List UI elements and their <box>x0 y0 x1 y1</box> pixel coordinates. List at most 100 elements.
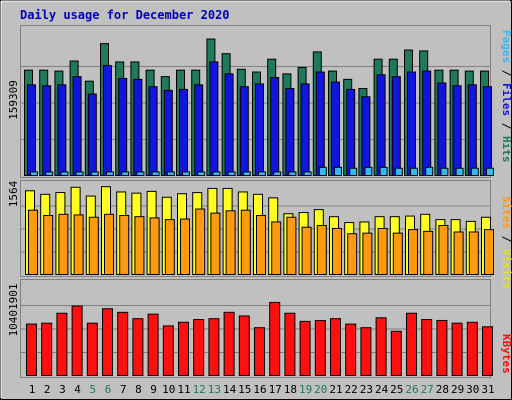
top-ymax-label: 159309 <box>7 80 20 120</box>
day-label: 30 <box>466 383 479 396</box>
day-label: 2 <box>44 383 51 396</box>
sites-bar <box>240 209 251 276</box>
sites-bar <box>316 225 327 275</box>
kbytes-bar <box>390 330 402 376</box>
kbytes-bar <box>421 319 433 376</box>
pages-bar <box>182 171 190 176</box>
files-bar <box>331 81 340 176</box>
day-label: 1 <box>29 383 36 396</box>
files-bar <box>346 88 356 176</box>
sites-bar <box>180 218 190 276</box>
pages-bar <box>440 167 449 176</box>
day-label: 19 <box>299 383 312 396</box>
day-label: 28 <box>436 383 449 396</box>
files-bar <box>209 61 219 176</box>
files-bar <box>467 84 477 176</box>
kbytes-bar <box>451 322 463 377</box>
pages-bar <box>106 171 114 176</box>
kbytes-bar <box>208 318 220 377</box>
sites-bar <box>58 213 69 276</box>
kbytes-bar <box>436 319 448 376</box>
files-bar <box>452 85 462 176</box>
middle-ymax-label: 1564 <box>7 180 20 207</box>
files-bar <box>57 84 67 176</box>
sites-bar <box>453 231 464 275</box>
sites-bar <box>104 213 114 276</box>
sites-bar <box>286 216 297 276</box>
pages-bar <box>75 171 84 176</box>
pages-bar <box>318 166 327 176</box>
pages-bar <box>486 167 494 176</box>
kbytes-bar <box>330 318 341 377</box>
day-label: 10 <box>162 383 175 396</box>
kbytes-bar <box>102 308 113 377</box>
day-label: 24 <box>375 383 389 396</box>
day-label: 22 <box>345 383 358 396</box>
day-label: 6 <box>105 383 112 396</box>
files-bar <box>87 93 97 176</box>
files-bar <box>224 73 234 176</box>
kbytes-bar <box>406 312 417 377</box>
day-label: 26 <box>405 383 418 396</box>
files-bar <box>285 88 295 176</box>
files-bar <box>163 89 173 176</box>
sites-bar <box>484 229 494 275</box>
sites-bar <box>423 230 434 275</box>
kbytes-bar <box>466 321 478 377</box>
legend-kbytes: KBytes <box>500 334 512 374</box>
legend-slash: / <box>500 229 512 249</box>
files-bar <box>300 83 310 176</box>
kbytes-bar <box>223 311 235 377</box>
day-label: 15 <box>238 383 251 396</box>
kbytes-bar <box>193 319 205 376</box>
files-bar <box>376 74 386 176</box>
sites-bar <box>392 232 403 276</box>
sites-bar <box>210 212 221 276</box>
day-label: 13 <box>208 383 221 396</box>
files-bar <box>437 82 447 176</box>
pages-bar <box>303 171 312 176</box>
pages-bar <box>30 171 38 176</box>
pages-bar <box>410 167 418 176</box>
files-bar <box>270 77 280 176</box>
day-label: 17 <box>269 383 282 396</box>
files-bar <box>194 84 204 176</box>
pages-bar <box>136 171 145 176</box>
day-label: 8 <box>135 383 142 396</box>
pages-bar <box>212 171 221 176</box>
day-label: 3 <box>59 383 66 396</box>
sites-bar <box>134 216 145 275</box>
kbytes-bar <box>238 315 250 376</box>
legend-visits: Visits <box>500 249 512 289</box>
pages-bar <box>45 171 54 176</box>
day-label: 20 <box>314 383 327 396</box>
pages-bar <box>455 167 464 176</box>
day-label: 25 <box>390 383 403 396</box>
day-label: 21 <box>329 383 342 396</box>
day-label: 18 <box>284 383 297 396</box>
pages-bar <box>227 171 236 176</box>
files-bar <box>27 84 36 176</box>
sites-bar <box>28 209 38 276</box>
kbytes-bar <box>482 326 493 376</box>
day-label: 14 <box>223 383 237 396</box>
middle-panel-bars <box>25 186 494 276</box>
files-bar <box>72 76 82 176</box>
sites-bar <box>164 219 175 275</box>
files-bar <box>42 85 52 176</box>
sites-bar <box>271 221 282 275</box>
day-label: 7 <box>120 383 127 396</box>
kbytes-bar <box>269 301 281 376</box>
pages-bar <box>334 166 342 176</box>
sites-bar <box>377 227 388 275</box>
kbytes-bar <box>147 313 159 377</box>
bottom-panel-bars <box>26 301 493 377</box>
day-label: 29 <box>451 383 464 396</box>
files-bar <box>103 65 112 176</box>
pages-bar <box>258 171 266 176</box>
sites-bar <box>88 216 99 276</box>
day-label: 12 <box>193 383 206 396</box>
files-bar <box>255 83 264 176</box>
legend-slash: / <box>500 116 512 136</box>
